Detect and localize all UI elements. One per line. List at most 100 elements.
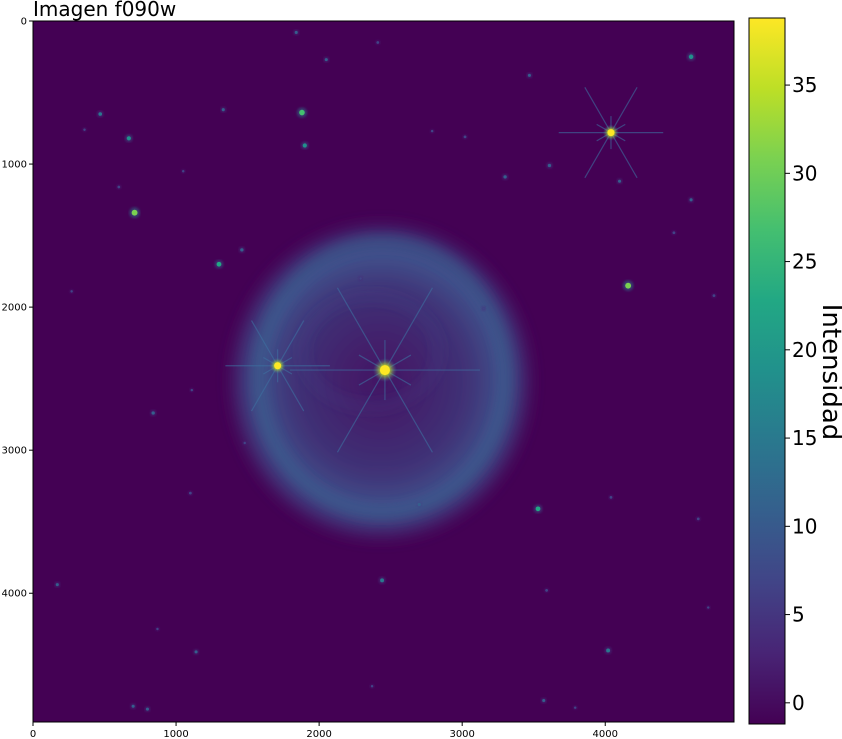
y-tick-label: 3000 [2,446,27,457]
star-point [301,141,309,150]
star-core [302,143,307,148]
star-core [83,128,86,131]
star-point [54,581,61,588]
star-point [616,178,623,184]
y-tick-label: 4000 [2,589,27,600]
star-point [125,134,133,143]
star-core [70,290,73,293]
colorbar-tick-label: 5 [792,603,805,627]
star-core [606,648,611,653]
star-core [243,441,246,445]
star-point [193,649,199,655]
colorbar-tick-label: 15 [792,426,817,450]
star-core [117,185,121,189]
star-core [607,129,615,137]
star-point [323,56,330,63]
star-core [188,491,192,495]
star-core [240,248,244,252]
star-point [296,107,307,118]
star-point [220,106,226,113]
star-point [225,320,330,412]
star-core [379,365,390,376]
y-tick-label: 2000 [2,303,27,314]
star-point [378,576,386,584]
nebula-shell [254,237,511,518]
star-core [324,58,328,62]
star-core [672,231,676,235]
star-core [274,362,282,370]
star-core [503,175,507,179]
star-core [380,578,385,583]
star-core [156,627,159,631]
star-core [535,506,541,512]
star-point [289,287,480,453]
star-point [546,162,553,169]
star-core [145,707,149,711]
star-core [609,496,613,499]
colorbar: 0 5 10 15 20 25 30 35 Intensidad [748,17,842,725]
star-core [707,606,710,609]
star-core [689,198,693,202]
star-point [242,440,247,446]
star-core [194,650,198,654]
star-point [481,306,486,311]
star-point [711,293,717,299]
colorbar-tick-label: 35 [792,73,817,97]
colorbar-ticks: 0 5 10 15 20 25 30 35 [785,73,817,715]
star-core [294,30,298,34]
star-point [238,246,245,253]
star-point [526,72,533,79]
star-core [527,73,531,77]
star-core [547,163,552,168]
colorbar-tick-label: 10 [792,514,817,538]
star-point [544,587,550,593]
star-point [129,207,140,218]
x-tick-label: 1000 [163,729,188,739]
star-point [144,706,151,712]
star-point [671,230,677,236]
star-core [190,388,194,392]
nebula-glow [222,216,539,547]
star-point [541,697,547,704]
colorbar-label: Intensidad [816,304,842,441]
star-point [695,516,701,522]
x-tick-label: 4000 [593,729,618,739]
star-core [573,706,577,709]
star-core [131,209,138,216]
star-point [416,501,423,508]
star-point [533,504,543,514]
star-point [369,684,375,689]
star-core [181,169,185,173]
colorbar-tick-label: 25 [792,250,817,274]
star-core [696,517,700,521]
star-core [359,277,362,280]
chart-title: Imagen f090w [33,0,176,21]
star-core [417,502,421,507]
star-point [622,280,634,291]
star-core [463,135,467,139]
colorbar-tick-label: 20 [792,338,817,362]
star-point [358,276,363,281]
star-point [558,87,664,179]
star-point [293,29,299,36]
star-core [370,685,374,688]
star-core [299,109,305,116]
star-point [130,703,136,709]
star-point [462,134,468,140]
colorbar-tick-label: 0 [792,691,805,715]
star-core [430,129,434,133]
image-content [54,29,717,712]
star-core [688,54,694,59]
star-point [69,289,74,294]
y-axis: 0 1000 2000 3000 4000 [2,17,33,600]
y-tick-label: 0 [21,17,27,28]
star-point [187,490,193,496]
x-tick-label: 2000 [306,729,331,739]
x-tick-label: 0 [30,729,36,739]
star-point [572,705,578,710]
x-axis: 0 1000 2000 3000 4000 [30,722,618,739]
star-core [55,583,59,587]
star-point [181,169,186,174]
colorbar-tick-label: 30 [792,161,817,185]
